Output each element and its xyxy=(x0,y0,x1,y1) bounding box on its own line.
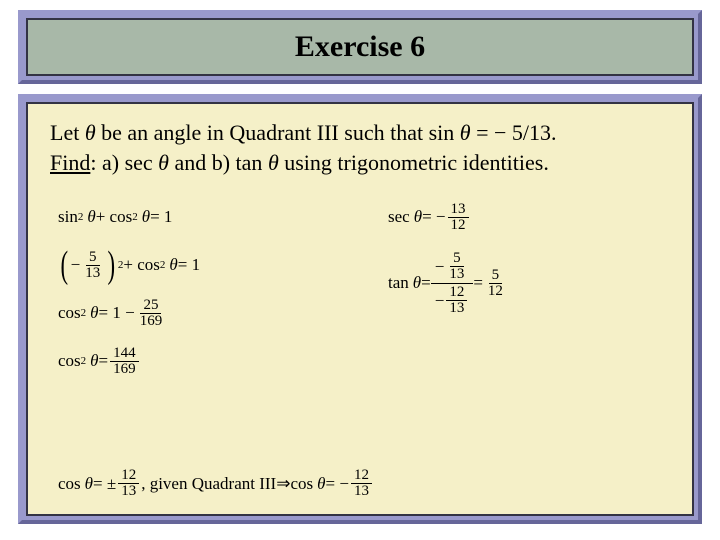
tan-eq: = xyxy=(421,273,431,293)
n5: 5 xyxy=(86,250,100,266)
frac-12-13b: 12 13 xyxy=(351,468,372,499)
p-find: Find xyxy=(50,150,90,175)
p-l1-mid: be an angle in Quadrant III such that si… xyxy=(96,120,460,145)
eq3-eq: = 1 − xyxy=(99,303,135,323)
sec-eq: = − xyxy=(422,207,445,227)
p-l1-post: = − 5/13. xyxy=(471,120,557,145)
sec-l: sec xyxy=(388,207,410,227)
eq-cos2-b: cos2θ = 144 169 xyxy=(58,343,358,379)
eq4-cos: cos xyxy=(58,351,81,371)
rd12: 12 xyxy=(485,284,506,299)
d169: 169 xyxy=(137,314,166,329)
eq2-mid: + cos xyxy=(123,255,160,275)
td13: 13 xyxy=(446,267,467,282)
p-l1-pre: Let xyxy=(50,120,85,145)
cos2-eq: = − xyxy=(326,474,349,494)
eq3-th: θ xyxy=(90,303,98,323)
eq1-sq1: 2 xyxy=(78,211,84,223)
bn12: 12 xyxy=(446,285,467,301)
eq-cos2-a: cos2θ = 1 − 25 169 xyxy=(58,295,358,331)
eq3-sq: 2 xyxy=(81,307,87,319)
header-panel: Exercise 6 xyxy=(18,10,702,84)
p-theta4: θ xyxy=(268,150,279,175)
cf-top: −513 xyxy=(431,250,474,284)
eq4-eq: = xyxy=(99,351,109,371)
eq1-th2: θ xyxy=(142,207,150,227)
b2n-12: 12 xyxy=(351,468,372,484)
n144: 144 xyxy=(110,346,139,362)
left-column: sin2θ + cos2θ = 1 ( − 5 13 )2 + cos2θ = … xyxy=(58,199,358,391)
frac-13-12: 13 12 xyxy=(448,202,469,233)
tn5: 5 xyxy=(450,251,464,267)
p-theta2: θ xyxy=(460,120,471,145)
bd13: 13 xyxy=(446,301,467,316)
eq-pythag: sin2θ + cos2θ = 1 xyxy=(58,199,358,235)
lparen-icon: ( xyxy=(61,250,69,280)
tan-eq2: = xyxy=(473,273,483,293)
bd-13: 13 xyxy=(118,484,139,499)
header-inner: Exercise 6 xyxy=(26,18,694,76)
frac-5-12: 5 12 xyxy=(485,268,506,299)
frac-25-169: 25 169 xyxy=(137,298,166,329)
tan-l: tan xyxy=(388,273,409,293)
eq4-th: θ xyxy=(90,351,98,371)
eq-subst: ( − 5 13 )2 + cos2θ = 1 xyxy=(58,247,358,283)
bn-12: 12 xyxy=(118,468,139,484)
cos-l: cos xyxy=(58,474,81,494)
eq1-eq: = 1 xyxy=(150,207,172,227)
right-column: secθ = − 13 12 tanθ = −513 −1213 xyxy=(388,199,668,331)
eq1-th1: θ xyxy=(87,207,95,227)
frac-12-13: 12 13 xyxy=(118,468,139,499)
math-area: sin2θ + cos2θ = 1 ( − 5 13 )2 + cos2θ = … xyxy=(58,199,662,504)
d12: 12 xyxy=(448,218,469,233)
compound-frac: −513 −1213 xyxy=(431,250,474,317)
p-theta3: θ xyxy=(158,150,169,175)
frac-144-169: 144 169 xyxy=(110,346,139,377)
given-q3: , given Quadrant III xyxy=(141,474,276,494)
cos-eq: = ± xyxy=(93,474,116,494)
p-l2-end: using trigonometric identities. xyxy=(279,150,549,175)
eq2-th: θ xyxy=(169,255,177,275)
eq1-sin: sin xyxy=(58,207,78,227)
cos2-l: cos xyxy=(290,474,313,494)
eq1-plus: + cos xyxy=(96,207,133,227)
body-inner: Let θ be an angle in Quadrant III such t… xyxy=(26,102,694,516)
d169b: 169 xyxy=(110,362,139,377)
tan-th: θ xyxy=(413,273,421,293)
rparen-icon: ) xyxy=(108,250,116,280)
eq1-sq2: 2 xyxy=(132,211,138,223)
sec-th: θ xyxy=(414,207,422,227)
eq3-cos: cos xyxy=(58,303,81,323)
cos2-th: θ xyxy=(317,474,325,494)
exercise-title: Exercise 6 xyxy=(295,30,425,64)
eq4-sq: 2 xyxy=(81,355,87,367)
cos-th: θ xyxy=(85,474,93,494)
eq2-sq2: 2 xyxy=(160,259,166,271)
eq2-end: = 1 xyxy=(178,255,200,275)
eq-tan: tanθ = −513 −1213 = 5 12 xyxy=(388,247,668,319)
cf-bot: −1213 xyxy=(431,284,474,317)
eq-sec: secθ = − 13 12 xyxy=(388,199,668,235)
n13: 13 xyxy=(448,202,469,218)
neg1: − xyxy=(71,255,81,275)
bottom-row: cosθ = ± 12 13 , given Quadrant III ⇒ co… xyxy=(58,468,678,499)
rn5: 5 xyxy=(489,268,503,284)
body-panel: Let θ be an angle in Quadrant III such t… xyxy=(18,94,702,524)
arrow-icon: ⇒ xyxy=(276,474,290,494)
p-theta1: θ xyxy=(85,120,96,145)
b2d-13: 13 xyxy=(351,484,372,499)
p-l2-and: and b) tan xyxy=(169,150,268,175)
d13: 13 xyxy=(82,266,103,281)
problem-statement: Let θ be an angle in Quadrant III such t… xyxy=(50,118,670,177)
frac-5-13: 5 13 xyxy=(82,250,103,281)
n25: 25 xyxy=(140,298,161,314)
p-l2-rest: : a) sec xyxy=(90,150,158,175)
